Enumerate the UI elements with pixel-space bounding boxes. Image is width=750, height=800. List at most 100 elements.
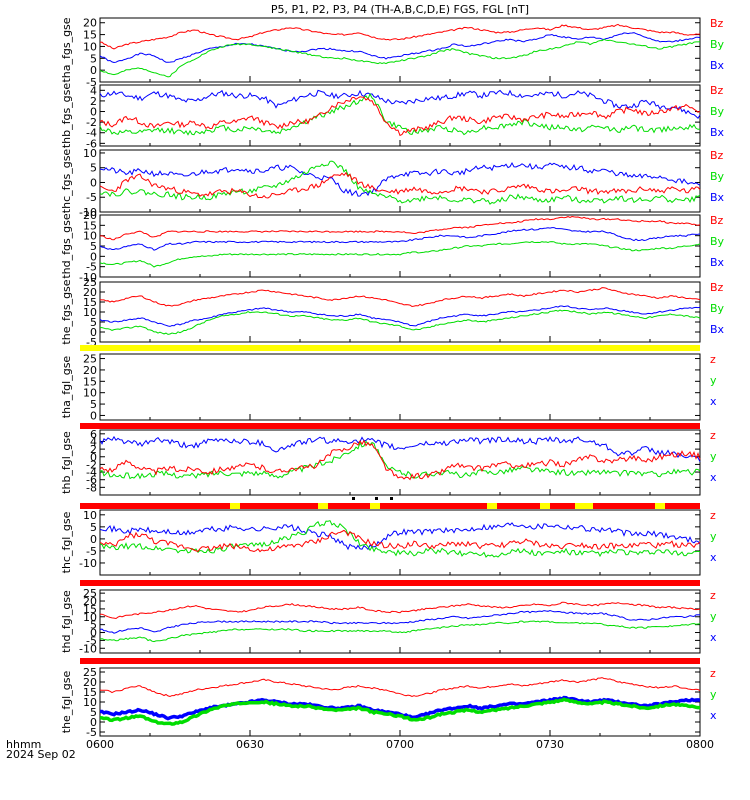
y-tick-label: -5 <box>86 634 97 647</box>
legend-Bz: Bz <box>710 281 724 294</box>
y-tick-label: 0 <box>90 627 97 640</box>
status-marker <box>390 497 393 500</box>
panel-thb_fgs_gse: 420-2-4-6 thb_fgs_gse Bz By Bx <box>60 83 725 151</box>
y-tick-label: 5 <box>90 706 97 719</box>
y-tick-label: 0 <box>90 64 97 77</box>
y-tick-label: -10 <box>79 271 97 284</box>
y-tick-label: -10 <box>79 206 97 219</box>
legend-Bx: Bx <box>710 126 725 139</box>
status-marker <box>375 497 378 500</box>
y-tick-label: -6 <box>86 474 97 487</box>
panel-frame <box>99 429 701 496</box>
x-tick-label: 0700 <box>386 738 414 751</box>
y-tick-label: 10 <box>83 611 97 624</box>
y-tick-label: 10 <box>83 387 97 400</box>
panel-frame <box>99 17 701 83</box>
y-tick-label: 20 <box>83 676 97 689</box>
y-tick-label: 0 <box>90 326 97 339</box>
status-bar-segment <box>575 503 593 509</box>
y-tick-label: 20 <box>83 286 97 299</box>
legend-z: z <box>710 589 716 602</box>
y-tick-label: 2 <box>90 443 97 456</box>
y-tick-label: 15 <box>83 296 97 309</box>
y-tick-label: 15 <box>83 686 97 699</box>
y-tick-label: 10 <box>83 306 97 319</box>
status-bar-base <box>80 580 700 586</box>
y-tick-label: 5 <box>90 619 97 632</box>
status-bar-segment <box>540 503 550 509</box>
y-tick-label: 15 <box>83 219 97 232</box>
footer-date-label: 2024 Sep 02 <box>6 748 76 761</box>
y-tick-label: -4 <box>86 127 97 140</box>
status-bar-4 <box>80 658 700 664</box>
y-tick-label: 20 <box>83 364 97 377</box>
legend-By: By <box>710 302 725 315</box>
series-By <box>99 92 701 136</box>
status-bar-base <box>80 658 700 664</box>
legend-By: By <box>710 170 725 183</box>
series-x <box>99 435 701 462</box>
y-axis-label: thb_fgl_gse <box>60 431 73 494</box>
status-bar-segment <box>230 503 240 509</box>
y-tick-label: 5 <box>90 316 97 329</box>
x-tick-label: 0800 <box>686 738 714 751</box>
y-tick-label: 10 <box>83 509 97 522</box>
y-tick-label: 10 <box>83 696 97 709</box>
y-tick-label: 15 <box>83 603 97 616</box>
legend-x: x <box>710 551 717 564</box>
y-tick-label: -10 <box>79 557 97 570</box>
chart-title: P5, P1, P2, P3, P4 (TH-A,B,C,D,E) FGS, F… <box>271 3 529 16</box>
y-tick-label: 5 <box>90 398 97 411</box>
status-bar-base <box>80 345 700 351</box>
y-tick-label: 25 <box>83 353 97 366</box>
y-axis-label: thc_fgs_gse <box>60 149 73 214</box>
y-axis-label: thd_fgs_gse <box>60 213 73 279</box>
y-tick-label: 25 <box>83 666 97 679</box>
y-axis-label: tha_fgl_gse <box>60 356 73 419</box>
x-tick-label: 0730 <box>536 738 564 751</box>
legend-y: y <box>710 450 717 463</box>
x-tick-label: 0600 <box>86 738 114 751</box>
y-tick-label: -5 <box>86 336 97 349</box>
panel-frame <box>99 589 701 654</box>
series-x <box>99 522 701 551</box>
legend-x: x <box>710 395 717 408</box>
series-Bx <box>99 227 701 251</box>
y-tick-label: 4 <box>90 435 97 448</box>
legend-Bx: Bx <box>710 256 725 269</box>
y-tick-label: 6 <box>90 428 97 441</box>
series-y <box>99 440 701 480</box>
y-tick-label: 0 <box>90 106 97 119</box>
y-tick-label: -10 <box>79 642 97 655</box>
legend-z: z <box>710 667 716 680</box>
y-tick-label: 10 <box>83 147 97 160</box>
legend-Bz: Bz <box>710 149 724 162</box>
series-Bx <box>99 32 701 64</box>
y-tick-label: 0 <box>90 533 97 546</box>
series-z <box>99 601 701 620</box>
y-tick-label: -6 <box>86 137 97 150</box>
status-bar-2 <box>80 497 700 509</box>
y-axis-label: thc_fgl_gse <box>60 511 73 573</box>
panel-thc_fgs_gse: 10 50 -5 -10 thc_fgs_gse Bz By Bx <box>60 147 725 219</box>
legend-z: z <box>710 509 716 522</box>
series-By <box>99 309 701 335</box>
y-tick-label: -5 <box>86 76 97 89</box>
y-axis-label: thb_fgs_gse <box>60 83 73 149</box>
y-tick-label: 10 <box>83 40 97 53</box>
y-tick-label: 5 <box>90 162 97 175</box>
status-bar-0 <box>80 345 700 351</box>
series-By <box>99 38 701 78</box>
legend-z: z <box>710 429 716 442</box>
status-bar-base <box>80 503 700 509</box>
y-tick-label: 25 <box>83 276 97 289</box>
y-axis-label: the_fgs_gse <box>60 279 73 344</box>
series-Bz <box>99 215 701 241</box>
series-Bz <box>99 23 701 50</box>
y-tick-label: -4 <box>86 466 97 479</box>
